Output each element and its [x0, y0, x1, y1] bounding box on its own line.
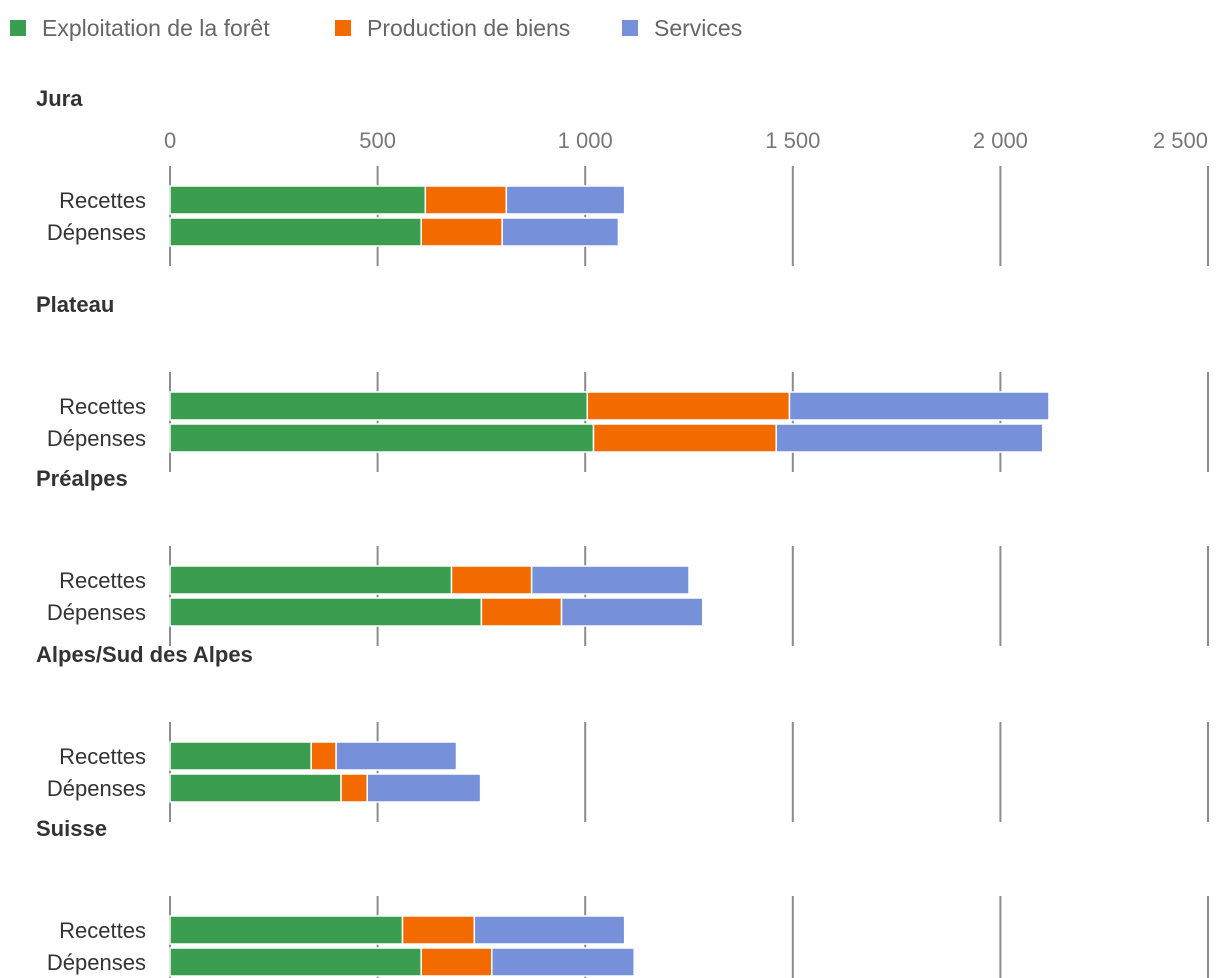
panel-title: Suisse	[36, 816, 107, 841]
panel-title: Jura	[36, 86, 83, 111]
row-label: Recettes	[59, 744, 146, 769]
legend-item: Services	[622, 15, 742, 41]
row-label: Recettes	[59, 568, 146, 593]
bar-segment	[420, 217, 503, 247]
bar-segment	[169, 423, 595, 453]
bar-segment	[169, 773, 342, 803]
row-label: Dépenses	[47, 426, 146, 451]
x-tick-label: 500	[359, 128, 396, 153]
bar-segment	[169, 217, 422, 247]
bar-segment	[775, 423, 1044, 453]
legend-swatch	[10, 20, 26, 36]
bar-segment	[480, 597, 563, 627]
bar-segment	[530, 565, 690, 595]
bar-segment	[420, 947, 493, 977]
x-tick-label: 2 000	[973, 128, 1028, 153]
bar-segment	[788, 391, 1050, 421]
bar-segment	[169, 915, 404, 945]
row-label: Recettes	[59, 918, 146, 943]
row-label: Dépenses	[47, 950, 146, 975]
bar-segment	[169, 565, 453, 595]
panel: Suisse Recettes Dépenses	[36, 816, 1209, 978]
legend-swatch	[622, 20, 638, 36]
bar-segment	[491, 947, 635, 977]
row-label: Recettes	[59, 394, 146, 419]
legend-swatch	[335, 20, 351, 36]
legend-item: Exploitation de la forêt	[10, 15, 270, 41]
bar-segment	[169, 597, 483, 627]
panel-title: Alpes/Sud des Alpes	[36, 642, 253, 667]
bar-segment	[450, 565, 533, 595]
bar-segment	[310, 741, 337, 771]
bar-segment	[169, 185, 427, 215]
panel: Plateau Recettes Dépenses	[36, 292, 1209, 472]
bar-segment	[586, 391, 791, 421]
bar-segment	[560, 597, 704, 627]
bar-segment	[473, 915, 626, 945]
panel: Préalpes Recettes Dépenses	[36, 466, 1209, 646]
bar-segment	[169, 391, 589, 421]
panel-title: Plateau	[36, 292, 114, 317]
bar-segment	[366, 773, 482, 803]
bar-segment	[592, 423, 777, 453]
legend: Exploitation de la forêt Production de bi…	[10, 15, 742, 41]
bar-segment	[501, 217, 620, 247]
row-label: Dépenses	[47, 600, 146, 625]
row-label: Recettes	[59, 188, 146, 213]
x-tick-label: 1 500	[765, 128, 820, 153]
panel: Alpes/Sud des Alpes Recettes Dépenses	[36, 642, 1209, 822]
x-tick-label: 1 000	[558, 128, 613, 153]
panel: Jura 0 500 1 000 1 500 2 000 2 500 Recettes Dépe…	[36, 86, 1209, 266]
row-label: Dépenses	[47, 220, 146, 245]
bar-segment	[169, 947, 422, 977]
legend-label: Services	[654, 15, 742, 41]
bar-segment	[335, 741, 458, 771]
row-label: Dépenses	[47, 776, 146, 801]
panel-title: Préalpes	[36, 466, 128, 491]
bar-segment	[424, 185, 508, 215]
legend-item: Production de biens	[335, 15, 570, 41]
chart-panels: Jura 0 500 1 000 1 500 2 000 2 500 Recettes Dépe…	[36, 86, 1209, 978]
bar-segment	[401, 915, 476, 945]
legend-label: Production de biens	[367, 15, 570, 41]
legend-label: Exploitation de la forêt	[42, 15, 270, 41]
bar-segment	[505, 185, 626, 215]
x-tick-label: 0	[164, 128, 176, 153]
x-tick-label: 2 500	[1153, 128, 1208, 153]
bar-segment	[340, 773, 368, 803]
bar-segment	[169, 741, 312, 771]
